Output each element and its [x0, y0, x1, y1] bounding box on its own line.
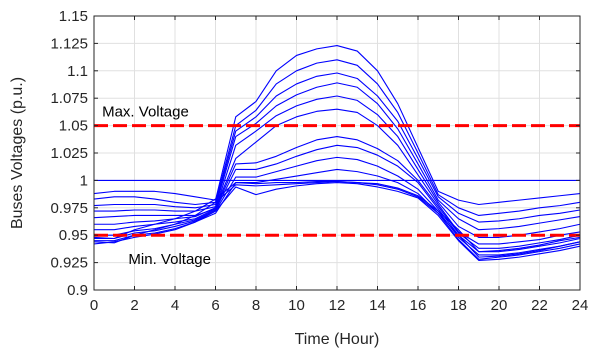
x-tick-label: 6 [211, 297, 219, 314]
voltage-series-line [93, 182, 581, 261]
limit-lines [94, 124, 580, 237]
y-tick-label: 0.95 [59, 227, 88, 244]
voltage-series-line [94, 82, 581, 231]
x-tick-labels: 0 2 4 6 8 10 12 14 16 18 20 22 24 [90, 297, 589, 314]
x-tick-label: 2 [130, 297, 138, 314]
y-tick-label: 1.075 [50, 90, 88, 107]
series-group [93, 45, 581, 261]
x-tick-label: 8 [252, 297, 260, 314]
x-tick-label: 4 [171, 297, 179, 314]
x-tick-label: 10 [288, 297, 305, 314]
voltage-series-line [93, 95, 581, 238]
x-tick-label: 16 [410, 297, 427, 314]
x-tick-label: 22 [531, 297, 548, 314]
y-tick-label: 0.925 [50, 255, 88, 272]
x-axis-title: Time (Hour) [295, 331, 380, 348]
voltage-series-line [93, 45, 581, 206]
x-tick-label: 24 [572, 297, 589, 314]
y-tick-label: 1 [80, 172, 88, 189]
y-tick-label: 1.15 [59, 8, 88, 25]
y-tick-label: 1.025 [50, 145, 88, 162]
x-tick-label: 20 [491, 297, 508, 314]
max-voltage-label: Max. Voltage [102, 104, 189, 121]
voltage-series-line [94, 156, 581, 256]
y-tick-label: 0.975 [50, 200, 88, 217]
y-tick-label: 1.1 [67, 63, 88, 80]
voltage-series-line [94, 168, 581, 260]
x-tick-label: 0 [90, 297, 98, 314]
voltage-series-line [93, 59, 581, 217]
voltage-series-line [94, 136, 581, 249]
x-tick-label: 14 [369, 297, 386, 314]
voltage-series-line [93, 180, 581, 253]
x-tick-label: 18 [450, 297, 467, 314]
voltage-series-line [93, 72, 581, 223]
ticks [93, 15, 581, 291]
x-tick-label: 12 [329, 297, 346, 314]
y-tick-labels: 0.9 0.925 0.95 0.975 1 1.025 1.05 1.075 1.1 1.125… [50, 8, 88, 299]
y-tick-label: 1.05 [59, 118, 88, 135]
y-tick-label: 0.9 [67, 282, 88, 299]
y-axis-title: Buses Voltages (p.u.) [9, 77, 26, 229]
min-voltage-label: Min. Voltage [128, 251, 211, 268]
y-tick-label: 1.125 [50, 35, 88, 52]
